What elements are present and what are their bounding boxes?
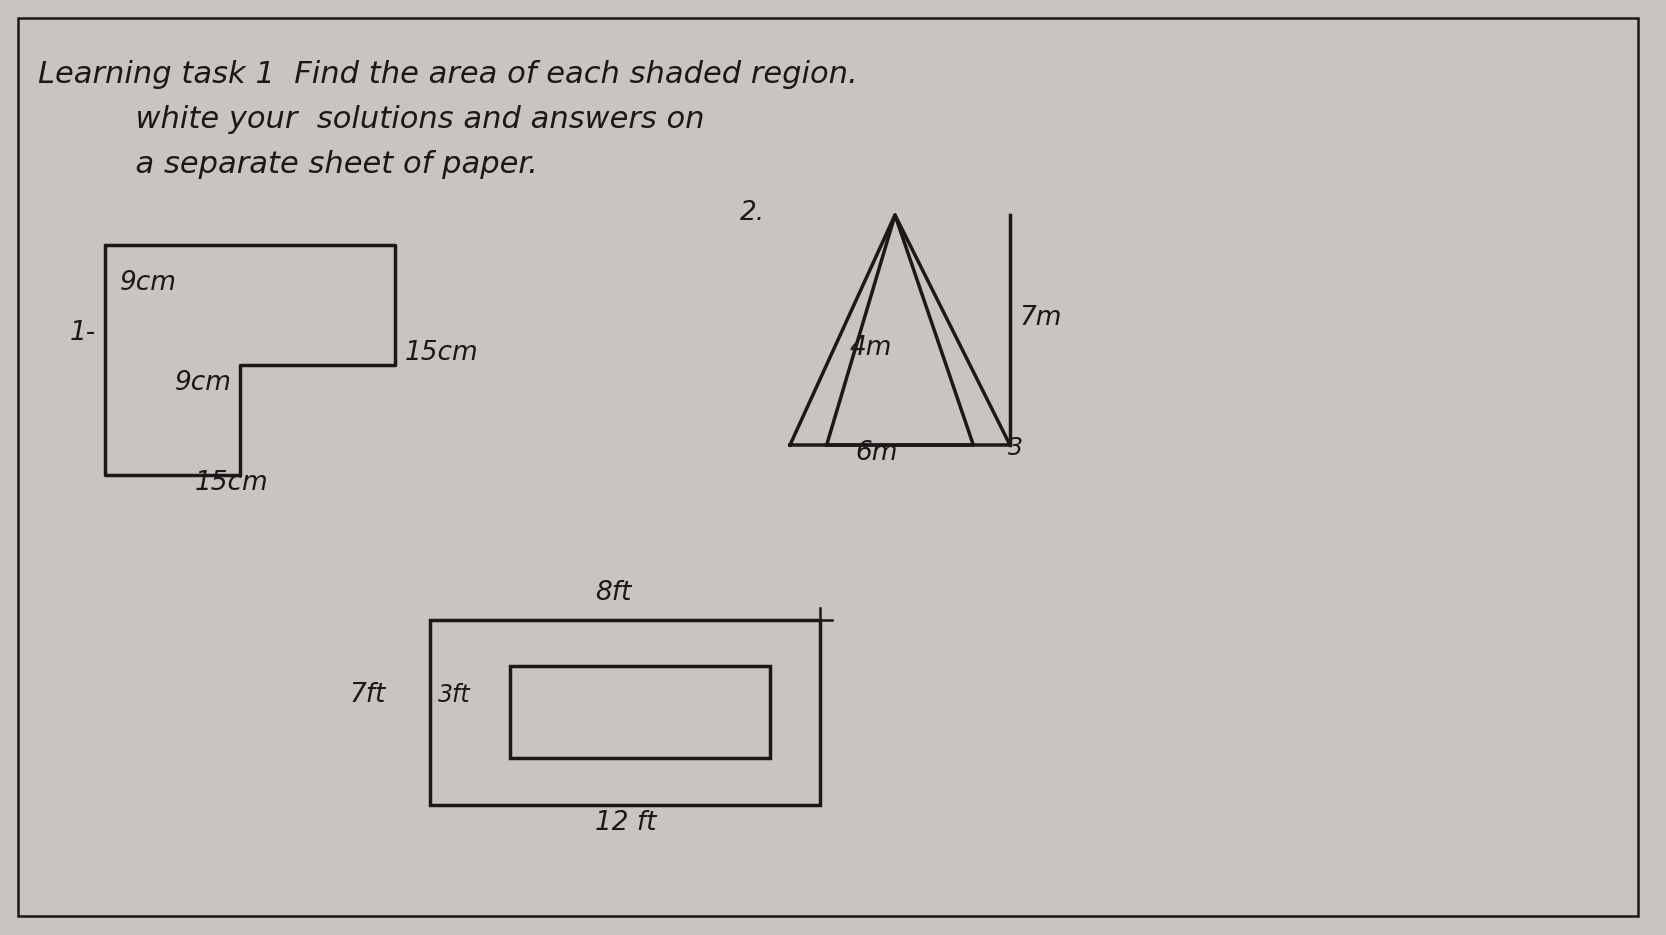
Bar bbox=[510, 666, 770, 758]
Text: 12 ft: 12 ft bbox=[595, 810, 656, 836]
Text: 15cm: 15cm bbox=[405, 340, 478, 366]
Text: 7ft: 7ft bbox=[350, 682, 387, 708]
Text: 3: 3 bbox=[1008, 436, 1023, 460]
Text: white your  solutions and answers on: white your solutions and answers on bbox=[38, 105, 705, 134]
Text: 15cm: 15cm bbox=[195, 470, 268, 496]
Text: 9cm: 9cm bbox=[175, 370, 232, 396]
Text: 6m: 6m bbox=[855, 440, 898, 466]
Text: 2.: 2. bbox=[740, 200, 765, 226]
Text: 7m: 7m bbox=[1020, 305, 1063, 331]
Text: 1-: 1- bbox=[70, 320, 97, 346]
Text: 3ft: 3ft bbox=[438, 683, 470, 707]
Text: a separate sheet of paper.: a separate sheet of paper. bbox=[38, 150, 538, 179]
Bar bbox=[430, 620, 820, 805]
Text: Learning task 1  Find the area of each shaded region.: Learning task 1 Find the area of each sh… bbox=[38, 60, 858, 89]
Text: 8ft: 8ft bbox=[595, 580, 631, 606]
Text: 4m: 4m bbox=[850, 335, 893, 361]
Text: 9cm: 9cm bbox=[120, 270, 177, 296]
